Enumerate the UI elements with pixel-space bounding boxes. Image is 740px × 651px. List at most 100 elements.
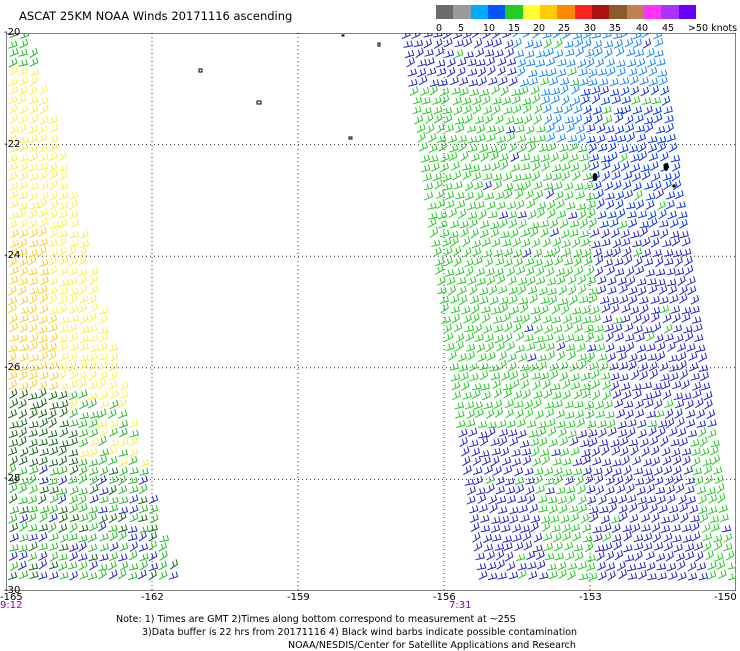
- wind-barb: [485, 474, 495, 484]
- wind-barb: [432, 96, 442, 105]
- wind-barb: [19, 219, 28, 229]
- wind-barb: [7, 296, 18, 306]
- wind-barb: [464, 191, 474, 201]
- wind-barb: [470, 227, 479, 239]
- wind-barb: [554, 38, 563, 49]
- wind-barb: [18, 48, 28, 57]
- wind-barb: [650, 306, 661, 315]
- wind-barb: [59, 420, 70, 428]
- wind-barb: [591, 389, 601, 401]
- wind-barb: [593, 533, 603, 543]
- wind-barb: [627, 419, 637, 428]
- wind-barb: [458, 364, 469, 372]
- wind-barb: [68, 494, 78, 505]
- wind-barb: [435, 257, 445, 267]
- wind-barb: [623, 400, 634, 409]
- wind-barb: [608, 151, 618, 162]
- wind-barb: [517, 143, 527, 153]
- wind-barb: [486, 351, 496, 361]
- wind-barb: [544, 333, 554, 342]
- wind-barb: [611, 515, 621, 524]
- wind-barb: [471, 33, 481, 38]
- wind-barb: [78, 560, 88, 571]
- wind-barb: [681, 379, 690, 390]
- wind-barb: [605, 343, 615, 353]
- wind-barb: [534, 474, 543, 486]
- wind-barb: [633, 313, 642, 324]
- wind-barb: [616, 484, 626, 494]
- wind-barb: [648, 143, 658, 153]
- wind-barb: [58, 287, 69, 296]
- wind-barb: [464, 181, 474, 192]
- wind-barb: [603, 400, 614, 409]
- wind-barb: [29, 402, 40, 410]
- wind-barb: [602, 33, 612, 39]
- wind-barb: [663, 465, 673, 475]
- wind-barb: [510, 305, 520, 315]
- wind-barb: [8, 78, 18, 86]
- wind-barb: [621, 304, 631, 313]
- wind-barb: [485, 267, 495, 277]
- wind-barb: [569, 294, 578, 306]
- wind-barb: [456, 66, 466, 77]
- wind-barb: [118, 485, 128, 495]
- wind-barb: [470, 153, 480, 162]
- wind-barb: [612, 238, 622, 249]
- wind-barb: [444, 332, 454, 342]
- wind-barb: [603, 115, 613, 125]
- wind-barb: [648, 425, 657, 437]
- wind-barb: [630, 445, 639, 456]
- wind-barb: [491, 238, 501, 248]
- wind-barb: [38, 524, 49, 532]
- wind-barb: [603, 249, 614, 258]
- wind-barb: [683, 325, 693, 334]
- wind-barb: [78, 553, 88, 562]
- wind-barb: [561, 239, 571, 249]
- wind-barb: [605, 550, 615, 561]
- wind-barb: [637, 496, 648, 505]
- wind-barb: [639, 76, 649, 86]
- wind-barb: [698, 505, 708, 515]
- wind-barb: [148, 540, 157, 551]
- wind-barb: [28, 392, 38, 401]
- wind-barb: [67, 476, 78, 485]
- wind-barb: [473, 466, 483, 475]
- wind-barb: [585, 193, 596, 201]
- wind-barb: [551, 524, 561, 533]
- wind-barb: [557, 496, 568, 505]
- wind-barb: [450, 161, 460, 171]
- wind-barb: [512, 322, 522, 333]
- wind-barb: [526, 275, 536, 286]
- wind-barb: [565, 485, 576, 494]
- wind-barb: [628, 67, 638, 77]
- wind-barb: [148, 504, 159, 514]
- wind-barb: [565, 551, 575, 561]
- wind-barb: [58, 465, 68, 475]
- wind-barb: [8, 371, 18, 380]
- wind-barb: [29, 239, 39, 248]
- wind-barb: [18, 418, 28, 428]
- wind-barb: [632, 106, 643, 115]
- wind-barb: [607, 570, 616, 581]
- wind-barb: [437, 210, 448, 220]
- wind-barb: [538, 360, 547, 372]
- wind-barb: [28, 219, 38, 229]
- wind-barb: [616, 59, 626, 68]
- wind-barb: [574, 409, 585, 419]
- wind-barb: [580, 94, 590, 105]
- wind-barb: [455, 410, 465, 419]
- wind-barb: [573, 323, 583, 334]
- wind-barb: [566, 122, 575, 133]
- wind-barb: [599, 220, 609, 229]
- wind-barb: [108, 569, 118, 580]
- wind-barb: [577, 561, 588, 570]
- wind-barb: [496, 341, 505, 352]
- wind-barb: [108, 560, 117, 571]
- wind-barb: [463, 465, 472, 476]
- wind-barb: [47, 350, 57, 361]
- wind-barb: [556, 486, 566, 495]
- wind-barb: [597, 210, 607, 220]
- wind-barb: [545, 487, 555, 495]
- wind-barb: [520, 379, 530, 390]
- wind-barb: [69, 570, 78, 581]
